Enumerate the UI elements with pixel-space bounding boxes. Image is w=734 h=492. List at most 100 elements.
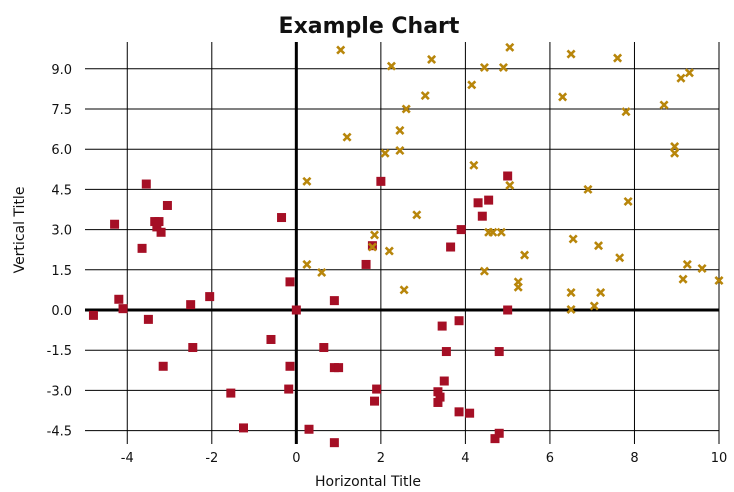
data-point-x xyxy=(380,148,390,158)
data-point-x xyxy=(479,62,489,72)
data-point-x xyxy=(676,73,686,83)
data-point-square xyxy=(186,300,196,310)
tick-labels: -4 -2 0 2 4 6 8 10 -4.5 -3.0 -1.5 0.0 1.5 3.0 4.5 6.0 7.… xyxy=(47,63,728,466)
y-tick-label: 1.5 xyxy=(51,264,72,279)
data-point-square xyxy=(329,438,339,448)
y-tick-label: -3.0 xyxy=(47,384,72,399)
data-point-square xyxy=(158,361,168,371)
data-point-square xyxy=(319,343,329,353)
data-point-x xyxy=(370,230,380,240)
data-point-square xyxy=(477,211,487,221)
data-point-x xyxy=(583,184,593,194)
data-point-square xyxy=(473,198,483,208)
data-point-square xyxy=(490,434,500,444)
data-point-square xyxy=(285,277,295,287)
y-tick-label: 4.5 xyxy=(51,183,72,198)
data-point-square xyxy=(456,225,466,235)
data-point-square xyxy=(439,376,449,386)
data-point-square xyxy=(441,347,451,357)
x-tick-label: 2 xyxy=(377,451,385,466)
data-point-x xyxy=(469,160,479,170)
data-point-square xyxy=(291,305,301,315)
data-point-square xyxy=(284,384,294,394)
data-point-x xyxy=(558,92,568,102)
data-point-x xyxy=(505,180,515,190)
data-point-x xyxy=(594,241,604,251)
data-point-square xyxy=(188,343,198,353)
x-axis-title: Horizontal Title xyxy=(315,474,421,490)
data-point-x xyxy=(621,107,631,117)
grid-lines xyxy=(85,42,720,444)
y-tick-label: -1.5 xyxy=(47,344,72,359)
data-point-square xyxy=(454,316,464,326)
data-point-x xyxy=(596,288,606,298)
data-point-x xyxy=(589,301,599,311)
data-point-square xyxy=(266,334,276,344)
data-point-square xyxy=(334,363,344,373)
data-point-x xyxy=(613,53,623,63)
data-point-x xyxy=(367,242,377,252)
data-point-x xyxy=(420,91,430,101)
y-tick-label: 7.5 xyxy=(51,103,72,118)
y-tick-label: 3.0 xyxy=(51,224,72,239)
data-point-square xyxy=(141,179,151,189)
data-point-x xyxy=(520,250,530,260)
data-point-square xyxy=(205,292,215,302)
y-tick-label: 9.0 xyxy=(51,63,72,78)
data-point-x xyxy=(505,42,515,52)
axes xyxy=(85,42,719,444)
data-point-square xyxy=(503,305,513,315)
data-point-square xyxy=(494,428,504,438)
data-point-square xyxy=(154,217,164,227)
data-point-square xyxy=(370,396,380,406)
data-point-x xyxy=(670,148,680,158)
data-point-square xyxy=(435,392,445,402)
data-point-square xyxy=(156,227,166,237)
y-tick-label: 6.0 xyxy=(51,143,72,158)
data-point-x xyxy=(395,125,405,135)
data-point-square xyxy=(372,384,382,394)
data-point-x xyxy=(678,274,688,284)
data-point-x xyxy=(615,253,625,263)
data-point-x xyxy=(302,259,312,269)
data-point-x xyxy=(566,288,576,298)
data-point-x xyxy=(670,142,680,152)
data-point-x xyxy=(342,132,352,142)
data-point-square xyxy=(454,407,464,417)
data-point-square xyxy=(162,200,172,210)
data-point-x xyxy=(386,61,396,71)
x-tick-label: 4 xyxy=(461,451,469,466)
data-point-x xyxy=(566,49,576,59)
data-point-x xyxy=(566,304,576,314)
y-axis-title: Vertical Title xyxy=(12,187,28,274)
data-point-square xyxy=(114,294,124,304)
x-tick-label: 10 xyxy=(711,451,728,466)
data-point-x xyxy=(682,259,692,269)
data-point-square xyxy=(484,195,494,205)
data-point-square xyxy=(494,347,504,357)
x-tick-label: -2 xyxy=(205,451,218,466)
data-point-x xyxy=(399,285,409,295)
data-point-square xyxy=(465,408,475,418)
data-point-x xyxy=(317,267,327,277)
data-point-x xyxy=(684,68,694,78)
data-point-x xyxy=(513,282,523,292)
data-point-square xyxy=(226,388,236,398)
data-point-square xyxy=(503,171,513,181)
data-point-square xyxy=(277,213,287,223)
data-point-x xyxy=(401,104,411,114)
data-point-x xyxy=(467,80,477,90)
x-tick-label: 8 xyxy=(630,451,638,466)
data-point-x xyxy=(697,263,707,273)
data-point-square xyxy=(88,310,98,320)
chart-title: Example Chart xyxy=(279,14,460,39)
x-tick-label: -4 xyxy=(121,451,134,466)
data-point-x xyxy=(384,246,394,256)
data-point-square xyxy=(361,259,371,269)
data-point-x xyxy=(498,62,508,72)
data-point-x xyxy=(395,146,405,156)
data-point-x xyxy=(659,100,669,110)
data-point-square xyxy=(446,242,456,252)
data-point-square xyxy=(110,219,120,229)
